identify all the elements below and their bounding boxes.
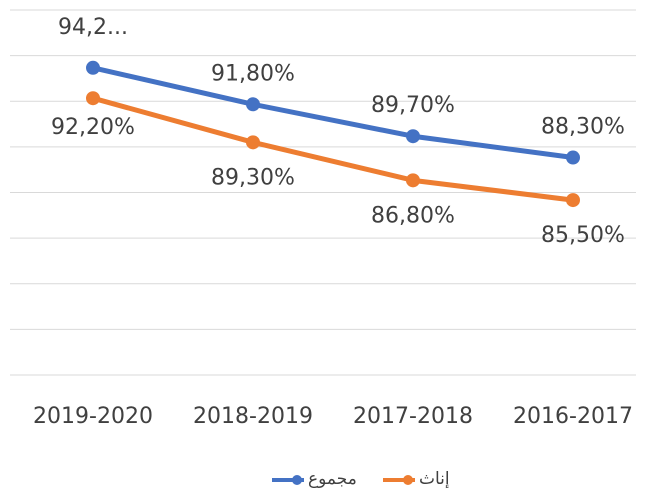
data-label: 89,70% [371, 93, 455, 118]
series-line [92, 95, 574, 203]
point [86, 60, 100, 75]
data-label: 94,2... [58, 15, 128, 40]
data-label: 85,50% [541, 223, 625, 248]
x-tick-label: 2018-2019 [193, 404, 313, 429]
point [566, 193, 580, 208]
point [246, 135, 260, 150]
legend-label: مجموع [308, 469, 357, 489]
x-tick-label: 2017-2018 [353, 404, 473, 429]
legend-label: إناث [419, 469, 450, 489]
data-label: 91,80% [211, 61, 295, 86]
data-label: 89,30% [211, 165, 295, 190]
point [246, 97, 260, 112]
point [406, 129, 420, 144]
legend-marker [403, 475, 413, 485]
data-label: 86,80% [371, 203, 455, 228]
series-line [92, 65, 574, 160]
x-tick-label: 2016-2017 [513, 404, 633, 429]
point [86, 91, 100, 106]
data-label: 92,20% [51, 115, 135, 140]
legend-marker [292, 475, 302, 485]
point [566, 150, 580, 165]
data-label: 88,30% [541, 115, 625, 140]
point [406, 173, 420, 188]
x-tick-label: 2019-2020 [33, 404, 153, 429]
